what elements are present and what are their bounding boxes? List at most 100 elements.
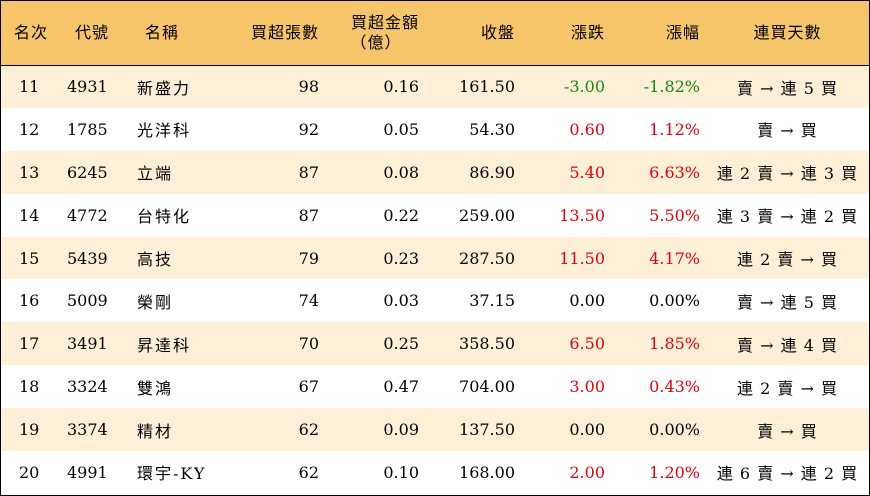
- streak-cell: 賣 → 連 5 買: [737, 78, 838, 98]
- change-cell: -3.00: [563, 77, 605, 97]
- streak-cell: 連 6 賣 → 連 2 買: [716, 464, 859, 484]
- header-net-buy-amount: 買超金額 （億）: [325, 1, 425, 66]
- rank-cell: 19: [19, 420, 40, 440]
- streak-cell: 連 2 賣 → 買: [737, 378, 838, 398]
- change-pct-cell: 0.00%: [649, 420, 700, 440]
- change-cell: 5.40: [569, 162, 605, 182]
- table-row: 15 5439 高技 79 0.23 287.50 11.50 4.17% 連 2 賣 → 買: [1, 236, 869, 280]
- change-pct-cell: 1.12%: [649, 119, 700, 139]
- close-price-cell: 54.30: [469, 119, 515, 139]
- change-cell: 6.50: [569, 334, 605, 354]
- streak-cell: 連 3 賣 → 連 2 買: [716, 207, 859, 227]
- rank-cell: 14: [19, 205, 40, 225]
- code-cell: 4772: [67, 205, 108, 225]
- header-net-buy-amount-unit: （億）: [350, 32, 402, 52]
- rank-cell: 15: [19, 248, 40, 268]
- close-price-cell: 168.00: [459, 462, 515, 482]
- net-buy-amount-cell: 0.47: [383, 377, 419, 397]
- header-net-buy-lots: 買超張數: [235, 1, 325, 66]
- name-cell: 榮剛: [137, 292, 174, 312]
- rank-cell: 16: [19, 291, 40, 311]
- code-cell: 3324: [67, 377, 108, 397]
- change-cell: 3.00: [569, 377, 605, 397]
- net-buy-amount-cell: 0.08: [383, 162, 419, 182]
- name-cell: 昇達科: [137, 335, 192, 355]
- code-cell: 5439: [67, 248, 108, 268]
- name-cell: 立端: [137, 164, 174, 184]
- header-net-buy-amount-label: 買超金額: [350, 12, 419, 32]
- code-cell: 4931: [67, 77, 108, 97]
- net-buy-lots-cell: 98: [298, 77, 319, 97]
- net-buy-lots-cell: 62: [298, 420, 319, 440]
- change-pct-cell: 1.20%: [649, 462, 700, 482]
- header-change-label: 漲跌: [570, 22, 605, 42]
- change-cell: 0.00: [569, 420, 605, 440]
- table-row: 12 1785 光洋科 92 0.05 54.30 0.60 1.12% 賣 → 買: [1, 107, 869, 151]
- change-cell: 2.00: [569, 462, 605, 482]
- close-price-cell: 259.00: [459, 205, 515, 225]
- streak-cell: 賣 → 買: [757, 421, 818, 441]
- header-close: 收盤: [425, 1, 521, 66]
- net-buy-amount-cell: 0.25: [383, 334, 419, 354]
- change-pct-cell: 5.50%: [649, 205, 700, 225]
- change-pct-cell: -1.82%: [643, 77, 700, 97]
- name-cell: 環宇-KY: [137, 464, 207, 484]
- table-row: 19 3374 精材 62 0.09 137.50 0.00 0.00% 賣 → 買: [1, 408, 869, 452]
- net-buy-amount-cell: 0.09: [383, 420, 419, 440]
- header-name: 名稱: [131, 1, 235, 66]
- close-price-cell: 358.50: [459, 334, 515, 354]
- code-cell: 5009: [67, 291, 108, 311]
- streak-cell: 賣 → 連 4 買: [737, 335, 838, 355]
- change-cell: 0.60: [569, 119, 605, 139]
- close-price-cell: 704.00: [459, 377, 515, 397]
- net-buy-amount-cell: 0.22: [383, 205, 419, 225]
- net-buy-lots-cell: 74: [298, 291, 319, 311]
- table-header: 名次 代號 名稱 買超張數 買超金額 （億） 收盤 漲跌 漲幅 連買天數: [1, 1, 869, 66]
- change-pct-cell: 6.63%: [649, 162, 700, 182]
- close-price-cell: 137.50: [459, 420, 515, 440]
- table-row: 11 4931 新盛力 98 0.16 161.50 -3.00 -1.82% 賣 → 連 5 …: [1, 65, 869, 108]
- table-body: 11 4931 新盛力 98 0.16 161.50 -3.00 -1.82% 賣 → 連 5 …: [1, 65, 869, 494]
- code-cell: 3374: [67, 420, 108, 440]
- close-price-cell: 86.90: [469, 162, 515, 182]
- name-cell: 台特化: [137, 207, 192, 227]
- header-change-pct: 漲幅: [611, 1, 706, 66]
- net-buy-lots-cell: 92: [298, 119, 319, 139]
- name-cell: 雙鴻: [137, 378, 174, 398]
- net-buy-lots-cell: 87: [298, 205, 319, 225]
- header-change-pct-label: 漲幅: [665, 22, 700, 42]
- code-cell: 3491: [67, 334, 108, 354]
- table-row: 13 6245 立端 87 0.08 86.90 5.40 6.63% 連 2 賣 → 連 3 …: [1, 150, 869, 194]
- net-buy-lots-cell: 87: [298, 162, 319, 182]
- net-buy-amount-cell: 0.16: [383, 77, 419, 97]
- change-pct-cell: 0.00%: [649, 291, 700, 311]
- streak-cell: 賣 → 買: [757, 121, 818, 141]
- net-buy-amount-cell: 0.03: [383, 291, 419, 311]
- table-row: 14 4772 台特化 87 0.22 259.00 13.50 5.50% 連 3 賣 → 連…: [1, 193, 869, 237]
- streak-cell: 連 2 賣 → 連 3 買: [716, 164, 859, 184]
- change-cell: 0.00: [569, 291, 605, 311]
- streak-cell: 賣 → 連 5 買: [737, 292, 838, 312]
- change-cell: 11.50: [559, 248, 605, 268]
- header-close-label: 收盤: [480, 22, 515, 42]
- rank-cell: 20: [19, 462, 40, 482]
- change-pct-cell: 4.17%: [649, 248, 700, 268]
- table-row: 18 3324 雙鴻 67 0.47 704.00 3.00 0.43% 連 2 賣 → 買: [1, 365, 869, 409]
- streak-cell: 連 2 賣 → 買: [737, 250, 838, 269]
- rank-cell: 13: [19, 162, 40, 182]
- header-net-buy-lots-label: 買超張數: [250, 22, 319, 42]
- net-buy-amount-cell: 0.05: [383, 119, 419, 139]
- close-price-cell: 161.50: [459, 77, 515, 97]
- net-buy-lots-cell: 62: [298, 462, 319, 482]
- change-pct-cell: 1.85%: [649, 334, 700, 354]
- change-cell: 13.50: [559, 205, 605, 225]
- table-row: 17 3491 昇達科 70 0.25 358.50 6.50 1.85% 賣 → 連 4 買: [1, 322, 869, 366]
- close-price-cell: 37.15: [469, 291, 515, 311]
- name-cell: 光洋科: [137, 121, 192, 141]
- header-code: 代號: [61, 1, 131, 66]
- rank-cell: 12: [19, 119, 40, 139]
- net-buy-lots-cell: 67: [298, 377, 319, 397]
- rank-cell: 17: [19, 334, 40, 354]
